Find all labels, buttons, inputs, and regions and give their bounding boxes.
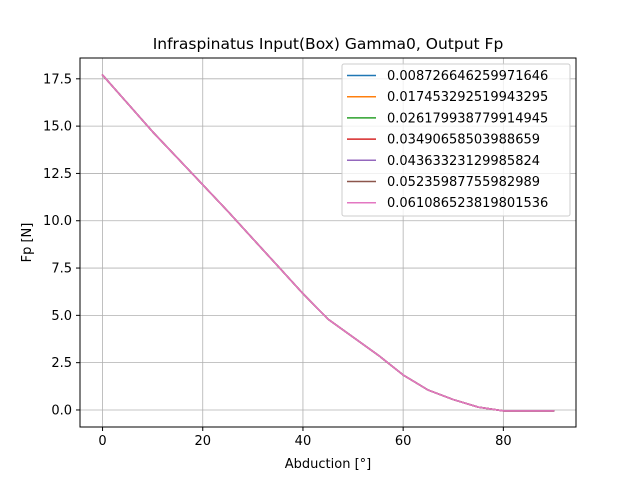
legend-entry: 0.017453292519943295: [387, 90, 548, 105]
y-tick-label: 10.0: [43, 214, 72, 229]
y-tick-label: 17.5: [43, 72, 72, 87]
series-lines: [101, 73, 555, 412]
legend-entry: 0.026179938779914945: [387, 111, 548, 126]
x-tick-label: 0: [98, 434, 106, 449]
x-tick-label: 80: [495, 434, 512, 449]
y-tick-label: 2.5: [51, 356, 72, 371]
chart-title: Infraspinatus Input(Box) Gamma0, Output …: [153, 35, 504, 53]
y-tick-label: 15.0: [43, 120, 72, 135]
y-tick-label: 7.5: [51, 262, 72, 277]
y-tick-label: 12.5: [43, 167, 72, 182]
series-line-7: [101, 73, 555, 412]
x-tick-label: 20: [194, 434, 211, 449]
x-axis-label: Abduction [°]: [285, 457, 371, 472]
legend-entry: 0.03490658503988659: [387, 133, 540, 148]
legend-entry: 0.05235987755982989: [387, 175, 540, 190]
x-tick-label: 60: [395, 434, 412, 449]
axis-ticks: 0 20 40 60 80 0.0 2.5 5.0 7.5 10.0 12.5 15.0 17.5: [43, 72, 512, 449]
plot-frame: [79, 57, 577, 428]
x-tick-label: 40: [295, 434, 312, 449]
y-tick-label: 5.0: [51, 309, 72, 324]
legend-entry: 0.008726646259971646: [387, 69, 548, 84]
legend-entry: 0.04363323129985824: [387, 154, 540, 169]
legend-entry: 0.061086523819801536: [387, 196, 548, 211]
legend-box: [341, 63, 571, 217]
y-tick-label: 0.0: [51, 403, 72, 418]
y-axis-label: Fp [N]: [20, 223, 35, 263]
legend: 0.008726646259971646 0.017453292519943295…: [341, 63, 571, 217]
